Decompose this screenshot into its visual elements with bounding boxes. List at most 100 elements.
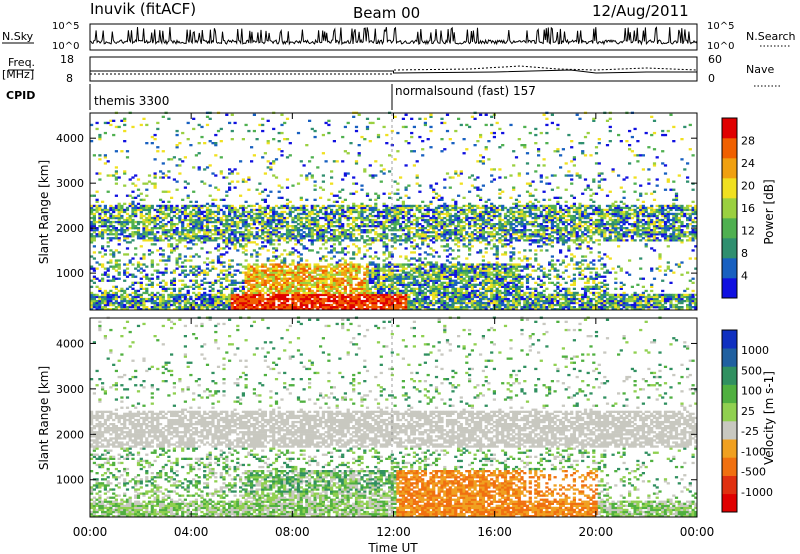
power-cell [205,293,210,297]
power-cell [379,210,383,214]
power-cell [426,303,430,307]
power-cell [277,287,281,290]
power-cell [473,186,477,189]
power-cell [437,277,441,280]
power-cell [258,269,262,272]
power-cell [313,208,317,212]
power-cell [440,263,444,266]
power-cell [371,301,375,305]
power-cell [280,216,284,220]
power-cell [172,237,176,240]
power-cell [95,308,99,311]
power-cell [363,231,367,234]
power-cell [443,231,447,234]
power-cell [462,229,466,232]
power-cell [313,220,317,224]
power-cell [385,249,389,252]
power-cell [468,249,472,252]
power-cell [418,285,422,288]
power-cell [376,223,381,226]
power-cell [341,257,345,260]
power-cell [415,231,419,234]
power-cell [319,287,323,290]
power-cell [440,299,444,303]
power-cell [310,174,314,177]
power-cell [473,306,477,309]
power-cell [170,158,174,161]
power-cell [346,295,350,299]
power-cell [368,208,372,212]
power-cell [470,306,474,309]
power-cell [459,172,463,175]
power-cell [468,204,472,208]
power-cell [90,212,94,216]
power-cell [319,293,323,297]
power-cell [473,293,477,297]
power-cell [225,194,229,197]
power-cell [291,277,295,280]
power-cell [462,308,466,311]
power-cell [255,271,259,274]
power-cell [357,263,361,266]
power-cell [186,196,190,199]
power-cell [239,212,243,216]
power-cell [194,293,198,297]
power-cell [109,216,113,220]
power-cell [390,291,394,295]
power-cell [225,251,229,254]
power-cell [247,269,251,272]
power-cell [412,247,416,250]
power-cell [382,299,386,303]
power-cell [252,218,256,222]
power-cell [448,275,452,278]
power-cell [341,204,345,208]
power-cell [145,220,149,224]
power-cell [354,182,359,185]
power-cell [437,223,441,226]
power-cell [319,233,323,236]
power-cell [412,164,416,167]
power-cell [421,299,425,303]
power-cell [92,235,96,238]
power-cell [247,216,251,220]
power-cell [244,297,248,301]
power-cell [330,176,334,179]
power-cell [225,216,229,220]
power-cell [341,301,345,305]
power-cell [150,265,154,268]
power-cell [178,265,182,268]
power-cell [418,117,422,120]
power-cell [109,249,113,252]
power-cell [365,117,370,120]
power-cell [92,303,96,307]
power-cell [465,291,469,295]
power-cell [222,214,226,218]
power-cell [172,233,176,236]
power-cell [429,303,433,307]
power-cell [241,208,245,212]
power-cell [421,271,425,274]
power-cell [459,277,463,280]
power-cell [363,216,367,220]
power-cell [363,138,367,141]
power-cell [288,212,292,216]
power-cell [459,265,463,268]
power-cell [468,223,472,226]
power-cell [379,180,383,183]
power-cell [302,216,306,220]
power-cell [407,208,411,212]
power-cell [247,301,251,305]
power-cell [302,225,306,228]
power-cell [205,223,210,226]
power-cell [379,293,383,297]
power-cell [368,261,372,264]
power-cell [385,210,389,214]
power-cell [214,303,218,307]
power-cell [120,119,124,122]
power-cell [321,216,325,220]
power-cell [332,281,336,284]
power-cell [388,295,392,299]
power-cell [448,299,452,303]
power-cell [440,295,444,299]
power-cell [216,129,221,133]
